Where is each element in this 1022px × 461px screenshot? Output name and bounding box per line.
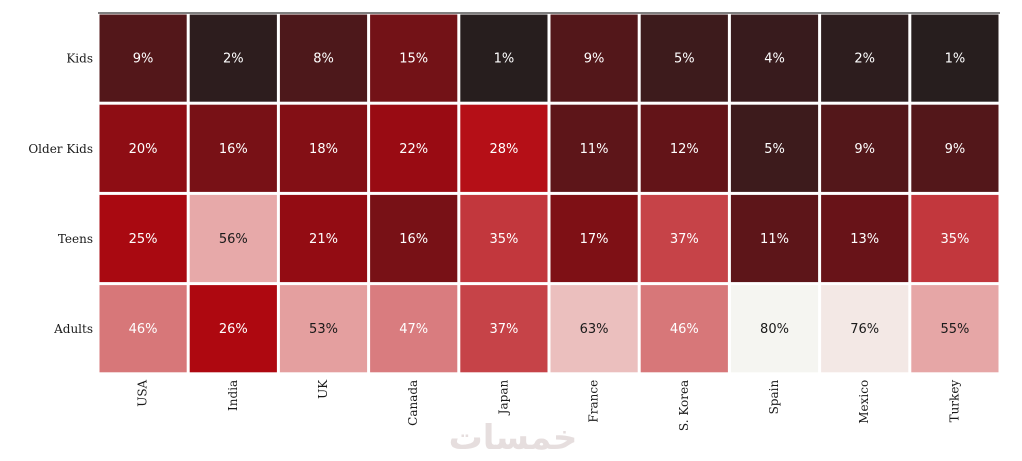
- cell-value-label: 9%: [133, 52, 154, 67]
- cell-value-label: 76%: [850, 322, 879, 337]
- cell-value-label: 21%: [309, 232, 338, 247]
- heatmap-cell: [460, 14, 548, 102]
- cell-value-label: 35%: [940, 232, 969, 247]
- cell-value-label: 16%: [399, 232, 428, 247]
- heatmap-cell: [550, 194, 638, 283]
- watermark-logo: خمسات: [448, 418, 578, 458]
- cell-value-label: 1%: [945, 52, 966, 67]
- column-label: Japan: [496, 380, 510, 417]
- heatmap-cell: [911, 104, 999, 192]
- row-label: Adults: [53, 322, 93, 336]
- cell-value-label: 18%: [309, 142, 338, 157]
- heatmap-cell: [730, 194, 819, 283]
- heatmap-cell: [460, 285, 548, 373]
- cell-value-label: 26%: [219, 322, 248, 337]
- cell-value-label: 28%: [489, 142, 518, 157]
- heatmap-cell: [99, 194, 187, 283]
- cell-value-label: 11%: [760, 232, 789, 247]
- column-label: India: [226, 380, 240, 411]
- heatmap-cell: [821, 194, 909, 283]
- heatmap-cell: [911, 194, 999, 283]
- row-label: Kids: [66, 52, 93, 66]
- cell-value-label: 80%: [760, 322, 789, 337]
- cell-value-label: 2%: [223, 52, 244, 67]
- cell-value-label: 9%: [945, 142, 966, 157]
- heatmap-cell: [640, 285, 728, 373]
- heatmap-cell: [279, 104, 368, 192]
- column-label: France: [587, 380, 601, 423]
- cell-value-label: 20%: [129, 142, 158, 157]
- cell-value-label: 8%: [313, 52, 334, 67]
- heatmap-cell: [279, 285, 368, 373]
- cell-value-label: 22%: [399, 142, 428, 157]
- cell-value-label: 46%: [670, 322, 699, 337]
- row-labels: Kids Older Kids Teens Adults: [28, 52, 93, 337]
- heatmap-cell: [460, 194, 548, 283]
- heatmap-cell: [821, 14, 909, 102]
- heatmap-cell: [99, 104, 187, 192]
- heatmap-cell: [640, 14, 728, 102]
- cell-value-label: 5%: [674, 52, 695, 67]
- cell-value-label: 16%: [219, 142, 248, 157]
- cell-value-label: 13%: [850, 232, 879, 247]
- cell-value-label: 12%: [670, 142, 699, 157]
- heatmap-cell: [640, 104, 728, 192]
- heatmap-cell: [99, 14, 187, 102]
- cell-value-label: 9%: [854, 142, 875, 157]
- cell-value-label: 56%: [219, 232, 248, 247]
- heatmap-cell: [370, 285, 458, 373]
- heatmap-cell: [550, 285, 638, 373]
- heatmap-cell: [640, 194, 728, 283]
- row-label: Older Kids: [28, 142, 93, 156]
- cell-value-label: 35%: [489, 232, 518, 247]
- cell-value-label: 37%: [489, 322, 518, 337]
- cell-value-label: 37%: [670, 232, 699, 247]
- column-label: Spain: [767, 380, 781, 415]
- heatmap-cell: [730, 104, 819, 192]
- cell-value-label: 17%: [580, 232, 609, 247]
- heatmap-cells: 9% 2% 8% 15% 1% 9% 5% 4% 2% 1% 20% 16% 18% 22% 28% 11% 1…: [99, 14, 999, 373]
- heatmap-cell: [370, 104, 458, 192]
- heatmap-cell: [821, 285, 909, 373]
- heatmap-cell: [189, 104, 277, 192]
- heatmap-cell: [821, 104, 909, 192]
- column-label: Turkey: [947, 380, 961, 423]
- heatmap-cell: [99, 285, 187, 373]
- column-label: UK: [316, 379, 330, 399]
- column-label: Canada: [406, 380, 420, 426]
- cell-value-label: 15%: [399, 52, 428, 67]
- cell-value-label: 55%: [940, 322, 969, 337]
- cell-value-label: 46%: [129, 322, 158, 337]
- heatmap-cell: [189, 14, 277, 102]
- heatmap-cell: [370, 14, 458, 102]
- row-label: Teens: [58, 232, 93, 246]
- cell-value-label: 4%: [764, 52, 785, 67]
- cell-value-label: 1%: [494, 52, 515, 67]
- heatmap-cell: [189, 285, 277, 373]
- cell-value-label: 25%: [129, 232, 158, 247]
- heatmap-cell: [550, 104, 638, 192]
- heatmap-cell: [911, 285, 999, 373]
- cell-value-label: 47%: [399, 322, 428, 337]
- heatmap-cell: [279, 14, 368, 102]
- heatmap-cell: [279, 194, 368, 283]
- cell-value-label: 2%: [854, 52, 875, 67]
- column-label: S. Korea: [677, 380, 691, 431]
- cell-value-label: 5%: [764, 142, 785, 157]
- column-label: USA: [136, 379, 150, 406]
- cell-value-label: 53%: [309, 322, 338, 337]
- heatmap-cell: [730, 285, 819, 373]
- heatmap-cell: [911, 14, 999, 102]
- cell-value-label: 9%: [584, 52, 605, 67]
- cell-value-label: 63%: [580, 322, 609, 337]
- cell-value-label: 11%: [580, 142, 609, 157]
- heatmap-cell: [460, 104, 548, 192]
- column-labels: USA India UK Canada Japan France S. Korea Spain…: [136, 379, 962, 431]
- column-label: Mexico: [857, 380, 871, 424]
- heatmap-cell: [550, 14, 638, 102]
- heatmap-cell: [189, 194, 277, 283]
- heatmap-cell: [370, 194, 458, 283]
- heatmap-cell: [730, 14, 819, 102]
